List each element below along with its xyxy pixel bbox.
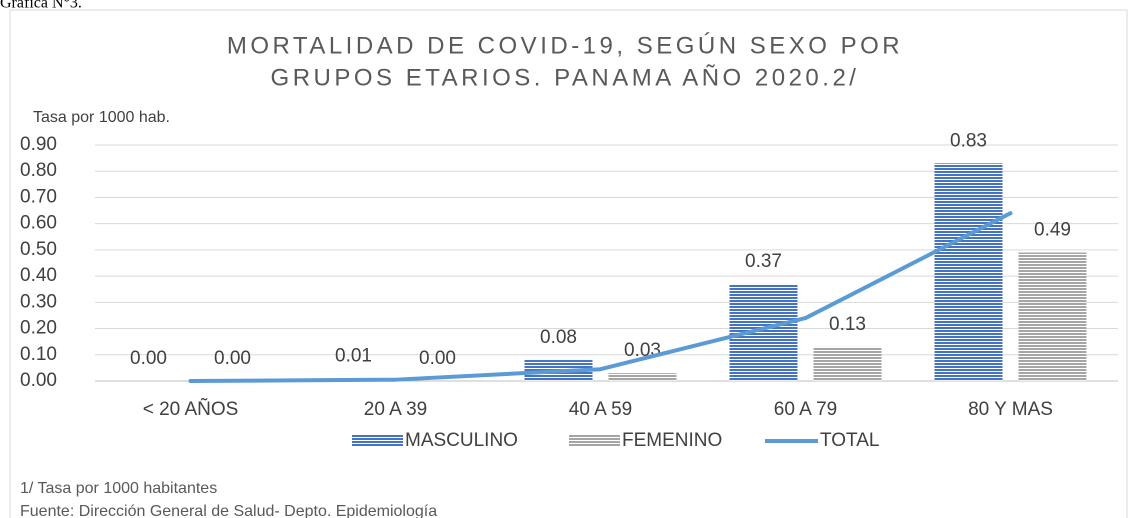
legend-swatch — [352, 435, 403, 447]
data-label: 0.01 — [335, 345, 372, 366]
y-tick-label: 0.40 — [20, 265, 57, 286]
legend-label: MASCULINO — [405, 430, 518, 451]
data-label: 0.08 — [540, 327, 577, 348]
y-tick-label: 0.10 — [20, 344, 57, 365]
data-label: 0.13 — [829, 314, 866, 335]
footnote: 1/ Tasa por 1000 habitantes — [20, 480, 217, 497]
y-tick-label: 0.90 — [20, 134, 57, 155]
y-tick-label: 0.20 — [20, 318, 57, 339]
bar — [1018, 252, 1087, 381]
chart-title: GRUPOS ETARIOS. PANAMA AÑO 2020.2/ — [271, 64, 860, 91]
data-label: 0.00 — [130, 348, 167, 369]
y-tick-label: 0.60 — [20, 213, 57, 234]
figure-label: Gráfica N°3. — [0, 0, 82, 12]
data-label: 0.83 — [950, 130, 987, 151]
y-tick-label: 0.00 — [20, 370, 57, 391]
chart-title: MORTALIDAD DE COVID-19, SEGÚN SEXO POR — [227, 32, 903, 59]
x-tick-label: 80 Y MAS — [968, 399, 1053, 420]
legend-swatch — [569, 435, 620, 447]
y-tick-label: 0.70 — [20, 186, 57, 207]
data-label: 0.00 — [419, 348, 456, 369]
bar — [934, 163, 1003, 381]
data-label: 0.37 — [745, 251, 782, 272]
footnote: Fuente: Dirección General de Salud- Dept… — [20, 503, 437, 518]
bar — [608, 373, 677, 381]
x-tick-label: 40 A 59 — [569, 399, 632, 420]
data-label: 0.00 — [214, 348, 251, 369]
y-tick-label: 0.80 — [20, 160, 57, 181]
bar — [813, 346, 882, 381]
data-label: 0.49 — [1034, 220, 1071, 241]
y-tick-label: 0.30 — [20, 291, 57, 312]
legend-label: FEMENINO — [622, 430, 722, 451]
line — [188, 211, 1013, 383]
x-tick-label: 60 A 79 — [774, 399, 837, 420]
x-tick-label: 20 A 39 — [364, 399, 427, 420]
x-tick-label: < 20 AÑOS — [143, 398, 239, 420]
y-tick-label: 0.50 — [20, 239, 57, 260]
legend-label: TOTAL — [820, 430, 879, 451]
y-axis-label: Tasa por 1000 hab. — [33, 109, 170, 126]
